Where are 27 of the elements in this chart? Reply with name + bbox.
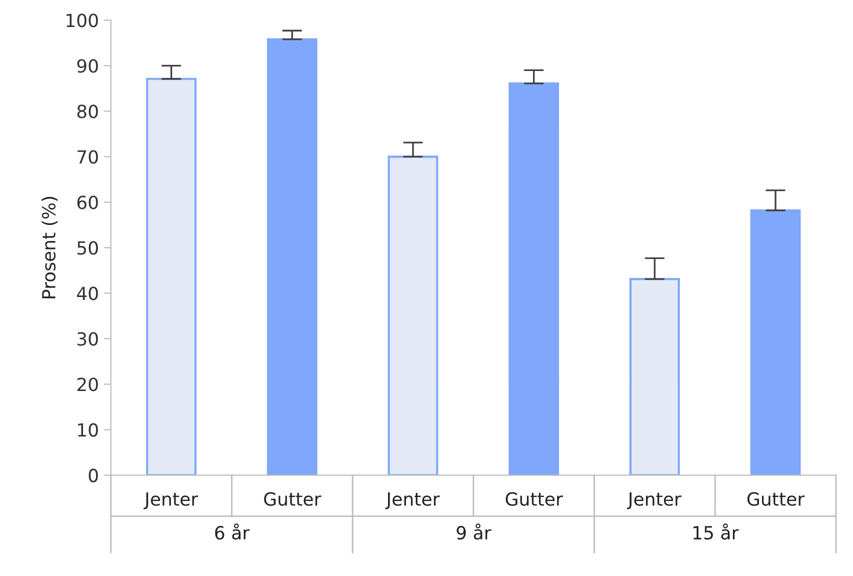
bar	[629, 278, 680, 476]
y-tick-label: 50	[78, 241, 98, 255]
x-tick-label: Jenter	[144, 492, 198, 510]
y-tick-label: 20	[77, 378, 98, 392]
bar	[508, 82, 560, 476]
y-tick-label: 60	[77, 196, 98, 210]
y-axis-title: Prosent (%)	[42, 196, 58, 298]
y-tick-label: 0	[88, 468, 98, 482]
x-tick-label: Gutter	[506, 492, 563, 506]
y-tick-label: 100	[66, 14, 98, 28]
x-tick-label: Gutter	[264, 492, 322, 506]
bar	[146, 78, 197, 476]
text: 6 år	[215, 523, 250, 540]
bar	[750, 209, 801, 476]
y-tick-label: 40	[76, 286, 98, 300]
text: 15 år	[693, 523, 739, 540]
x-tick-label: Gutter	[747, 492, 805, 506]
bar	[388, 156, 438, 476]
y-tick-label: 90	[77, 59, 98, 73]
x-tick-label: Jenter	[627, 492, 682, 510]
y-tick-label: 70	[78, 150, 98, 164]
x-tick-label: Jenter	[385, 492, 440, 510]
y-tick-label: 30	[77, 332, 98, 346]
y-tick-label: 80	[77, 104, 98, 118]
bar	[266, 38, 318, 476]
text: 9 år	[456, 523, 492, 540]
y-tick-label: 10	[78, 423, 98, 437]
